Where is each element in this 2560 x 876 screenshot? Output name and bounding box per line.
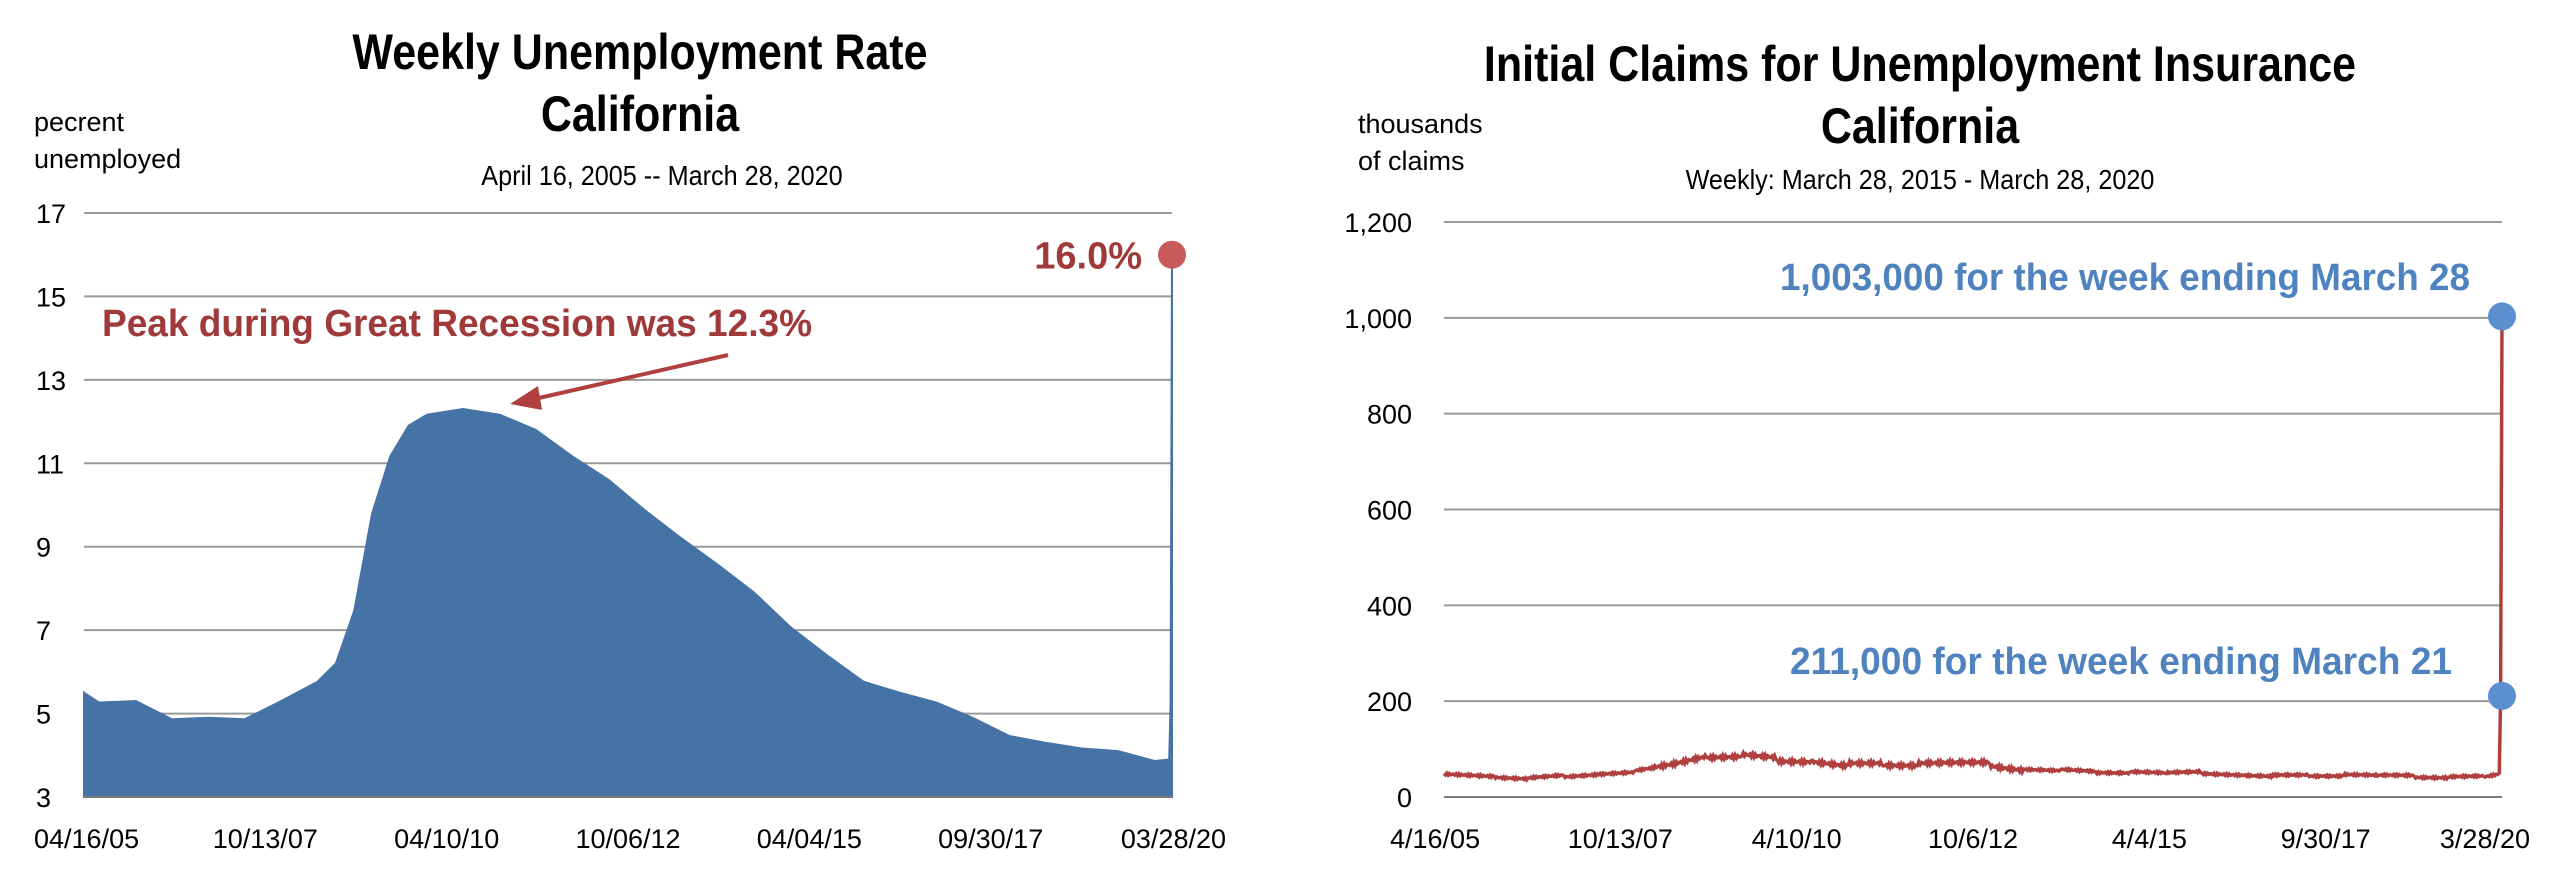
y-tick-label: 600	[1367, 496, 1412, 526]
unemployment-area-series	[83, 254, 1173, 798]
x-tick-label: 10/13/07	[1568, 824, 1673, 854]
y-tick-label: 0	[1397, 783, 1412, 813]
y-axis-label-line1: pecrent	[34, 107, 125, 137]
initial-claims-line-series	[1442, 316, 2504, 783]
x-tick-label: 10/06/12	[575, 824, 680, 854]
y-tick-label: 200	[1367, 687, 1412, 717]
chart-title-line2: California	[540, 86, 740, 142]
recession-peak-annotation: Peak during Great Recession was 12.3%	[102, 303, 812, 345]
unemployment-rate-panel: Weekly Unemployment Rate California Apri…	[34, 24, 1226, 854]
y-tick-label: 5	[36, 700, 51, 730]
y-tick-label: 11	[36, 449, 64, 479]
y-tick-label: 15	[36, 282, 66, 312]
x-tick-label: 4/16/05	[1390, 824, 1480, 854]
x-tick-label: 10/6/12	[1928, 824, 2018, 854]
initial-claims-chart: 0 200 400 600 800 1,000 1,200 4/16/05 10/13/07 4/…	[1344, 208, 2530, 854]
x-tick-label: 10/13/07	[213, 824, 318, 854]
chart-title-line1: Weekly Unemployment Rate	[352, 24, 928, 80]
y-tick-label: 1,200	[1344, 208, 1412, 238]
initial-claims-panel: Initial Claims for Unemployment Insuranc…	[1280, 0, 2560, 876]
annotation-arrow-head	[510, 386, 542, 410]
y-tick-label: 3	[36, 783, 51, 813]
annotation-arrow-line	[529, 353, 729, 402]
previous-week-claims-marker	[2488, 681, 2516, 710]
x-tick-label: 04/04/15	[757, 824, 862, 854]
x-tick-label: 04/10/10	[394, 824, 499, 854]
y-tick-label: 13	[36, 366, 66, 396]
x-tick-label: 9/30/17	[2281, 824, 2371, 854]
y-axis-label-line2: of claims	[1358, 146, 1465, 176]
unemployment-rate-chart: 3 5 7 9 11 13 15 17 04/16/05 10/13/07 04/10/10 10/0…	[34, 199, 1226, 854]
latest-claims-annotation: 1,003,000 for the week ending March 28	[1780, 257, 2470, 299]
x-tick-label: 3/28/20	[2440, 824, 2530, 854]
x-tick-label: 4/4/15	[2112, 824, 2187, 854]
y-axis-label-line2: unemployed	[34, 144, 182, 174]
y-tick-label: 17	[36, 199, 66, 229]
y-tick-label: 9	[36, 533, 51, 563]
chart-subtitle: Weekly: March 28, 2015 - March 28, 2020	[1685, 164, 2155, 195]
latest-value-marker	[1158, 240, 1186, 269]
x-tick-label: 03/28/20	[1121, 824, 1226, 854]
y-tick-label: 400	[1367, 591, 1412, 621]
previous-week-claims-annotation: 211,000 for the week ending March 21	[1790, 641, 2452, 683]
y-axis-label-line1: thousands	[1358, 109, 1483, 139]
latest-value-label: 16.0%	[1034, 236, 1142, 278]
y-tick-label: 800	[1367, 400, 1412, 430]
y-tick-label: 1,000	[1344, 304, 1412, 334]
x-tick-label: 4/10/10	[1752, 824, 1842, 854]
chart-title-line2: California	[1820, 98, 2020, 154]
x-tick-label: 09/30/17	[938, 824, 1043, 854]
chart-subtitle: April 16, 2005 -- March 28, 2020	[481, 160, 843, 191]
chart-title-line1: Initial Claims for Unemployment Insuranc…	[1483, 36, 2357, 92]
y-tick-label: 7	[36, 616, 51, 646]
x-tick-label: 04/16/05	[34, 824, 139, 854]
latest-claims-marker	[2488, 302, 2516, 331]
